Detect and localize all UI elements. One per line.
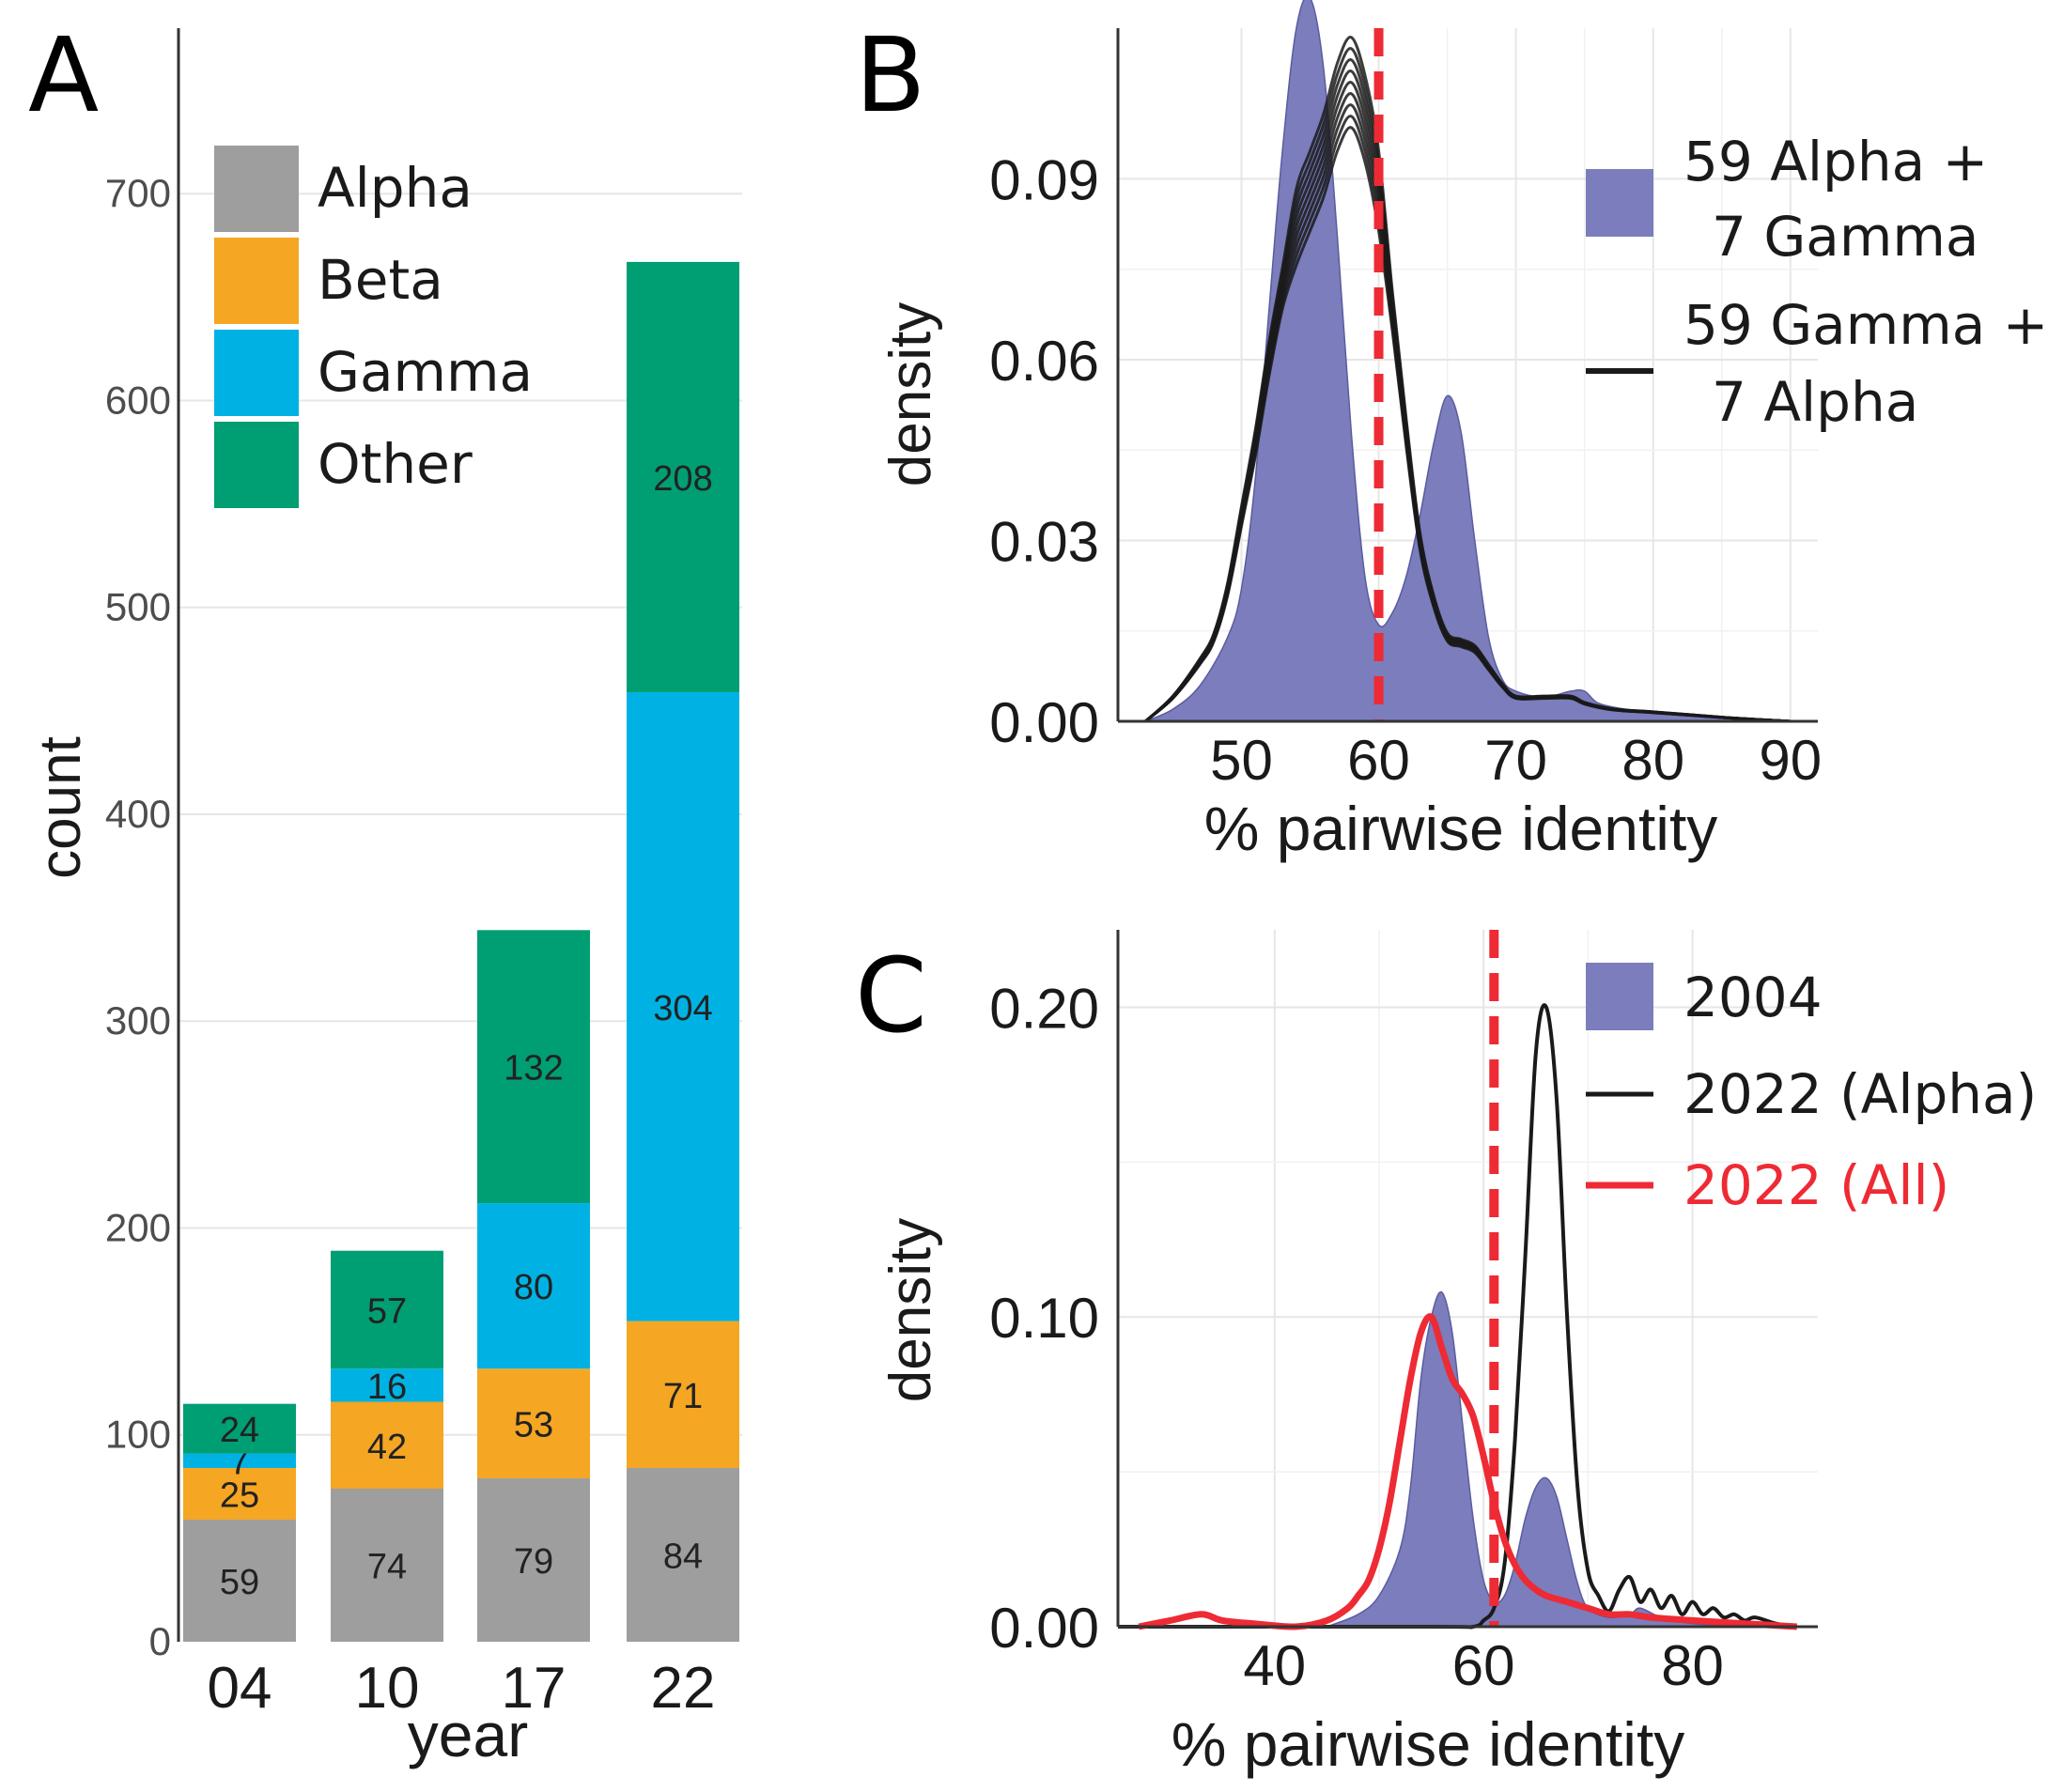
legend-label-other: Other [318,432,473,496]
b-y-tick-label: 0.06 [989,330,1099,393]
a-y-axis-label: count [28,736,93,879]
bar-value-label: 132 [504,1049,563,1089]
bar-gamma-04 [183,1453,296,1468]
b-x-axis-label: % pairwise identity [1204,794,1718,863]
b-legend-label-2a: 59 Gamma + [1683,293,2048,357]
bar-beta-17 [477,1368,590,1478]
a-x-tick-label: 22 [651,1656,716,1721]
legend-key-alpha [214,146,299,232]
b-x-tick-label: 80 [1621,729,1684,792]
legend-key-beta [214,238,299,324]
a-y-tick-label: 400 [105,792,171,836]
c-x-tick-label: 60 [1452,1634,1515,1697]
panel-b: B 50 60 70 80 90 0.00 0.03 0.06 0.09 density % p… [855,0,2048,863]
c-legend: 2004 2022 (Alpha) 2022 (All) [1586,963,2037,1217]
c-series-2004-area [1327,1290,1745,1628]
a-y-tick-label: 700 [105,171,171,215]
bar-value-label: 208 [653,459,712,499]
b-legend-label-2b: 7 Alpha [1712,370,1918,434]
bar-gamma-22 [627,692,739,1321]
a-y-tick-label: 0 [149,1619,171,1663]
c-y-tick-label: 0.10 [989,1287,1099,1350]
legend-label-beta: Beta [318,248,443,312]
c-legend-label-alpha: 2022 (Alpha) [1683,1062,2037,1126]
a-y-tick-label: 500 [105,585,171,629]
legend-key-gamma [214,330,299,416]
bar-other-04 [183,1403,296,1454]
bar-value-label: 80 [514,1268,553,1307]
bar-value-label: 59 [220,1563,259,1602]
bar-alpha-22 [627,1467,739,1642]
bar-other-10 [331,1250,443,1369]
b-legend: 59 Alpha + 7 Gamma 59 Gamma + 7 Alpha [1586,130,2048,434]
c-x-tick-label: 40 [1243,1634,1306,1697]
bar-value-label: 24 [220,1411,259,1450]
c-series-2022-alpha-line [1117,1003,1798,1630]
bar-beta-10 [331,1401,443,1490]
bar-alpha-17 [477,1477,590,1642]
bar-other-17 [477,930,590,1204]
bar-value-label: 84 [663,1537,703,1576]
b-y-tick-label: 0.09 [989,148,1099,211]
bar-value-label: 74 [367,1548,407,1587]
b-x-tick-label: 50 [1210,729,1273,792]
bar-value-label: 304 [653,989,712,1028]
c-y-tick-label: 0.20 [989,977,1099,1040]
bar-value-label: 42 [367,1428,407,1467]
legend-key-other [214,422,299,508]
bar-value-label: 79 [514,1542,553,1582]
a-x-axis-label: year [408,1700,528,1769]
c-legend-label-2004: 2004 [1683,966,1823,1029]
bar-gamma-17 [477,1203,590,1369]
b-y-tick-label: 0.00 [989,691,1099,754]
c-legend-label-all: 2022 (All) [1683,1153,1949,1217]
legend-label-gamma: Gamma [318,340,533,404]
b-legend-label-1b: 7 Gamma [1712,205,1978,269]
panel-label-a: A [28,15,99,135]
c-y-tick-label: 0.00 [989,1597,1099,1660]
panel-label-b: B [855,15,925,135]
a-x-tick-label: 17 [502,1656,566,1721]
bar-value-label: 53 [514,1406,553,1445]
c-series-2022-all-line [1138,1313,1797,1630]
bar-value-label: 57 [367,1291,407,1331]
b-legend-label-1a: 59 Alpha + [1683,130,1988,193]
bar-alpha-10 [331,1489,443,1642]
bar-gamma-10 [331,1368,443,1402]
a-x-tick-label: 10 [355,1656,420,1721]
a-y-tick-label: 600 [105,378,171,422]
bar-alpha-04 [183,1520,296,1642]
c-x-tick-label: 80 [1661,1634,1724,1697]
a-y-tick-label: 300 [105,998,171,1043]
bar-value-label: 25 [220,1476,259,1516]
bar-beta-22 [627,1321,739,1468]
a-y-tick-label: 100 [105,1413,171,1457]
b-x-tick-label: 70 [1484,729,1547,792]
b-legend-key-filled [1586,169,1653,237]
a-x-tick-label: 04 [208,1656,272,1721]
b-x-tick-label: 60 [1347,729,1410,792]
bar-other-22 [627,261,739,693]
c-x-axis-label: % pairwise identity [1171,1709,1685,1779]
bar-value-label: 16 [367,1367,407,1407]
b-y-tick-label: 0.03 [989,510,1099,573]
c-y-axis-label: density [878,1218,943,1402]
panel-c: C 40 60 80 0.00 0.10 0.20 density % pairwise … [855,930,2037,1779]
bar-beta-04 [183,1467,296,1521]
b-x-tick-label: 90 [1759,729,1822,792]
b-y-axis-label: density [878,302,943,487]
b-series-gamma-alpha-line [1144,36,1791,723]
a-legend: Alpha Beta Gamma Other [214,146,533,508]
c-legend-key-2004 [1586,963,1653,1030]
legend-label-alpha: Alpha [318,156,473,220]
a-y-tick-label: 200 [105,1205,171,1249]
panel-label-c: C [855,935,927,1056]
bar-value-label: 71 [663,1377,703,1416]
